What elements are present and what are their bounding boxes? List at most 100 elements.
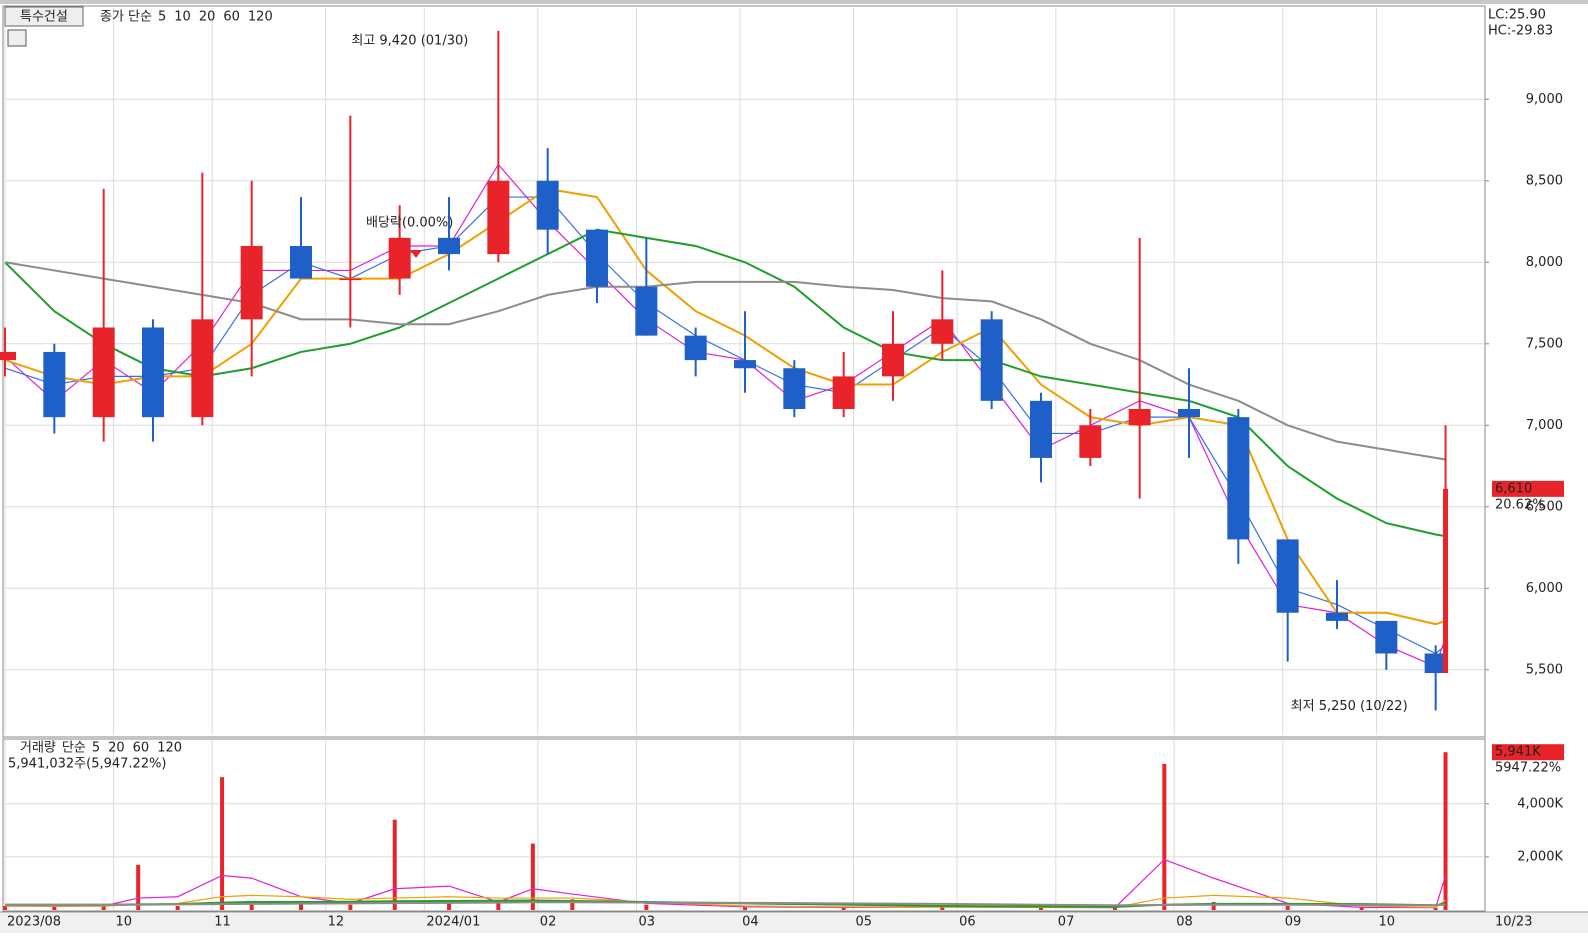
x-tick-label: 12 bbox=[328, 915, 345, 930]
legend-entry: 60 bbox=[223, 10, 240, 25]
candle-body bbox=[1128, 408, 1151, 426]
volume-info: 5,941,032주(5,947.22%) bbox=[8, 757, 167, 772]
y-tick-label: 4,000K bbox=[1517, 796, 1563, 811]
volume-bar bbox=[1359, 907, 1364, 910]
dividend-marker bbox=[410, 250, 422, 258]
y-tick-label: 8,000 bbox=[1526, 255, 1563, 270]
y-tick-label: 7,500 bbox=[1526, 336, 1563, 351]
title-box bbox=[4, 6, 84, 27]
x-tick-label: 11 bbox=[214, 915, 231, 930]
candle-body bbox=[339, 278, 362, 281]
candle-body bbox=[0, 351, 16, 361]
candle-body bbox=[635, 286, 658, 336]
candle-body bbox=[1276, 539, 1299, 613]
hc-label: HC:-29.83 bbox=[1488, 24, 1553, 39]
legend-entry: 5 bbox=[158, 10, 166, 25]
legend-entry: 60 bbox=[133, 741, 150, 756]
dividend-label: 배당락(0.00%) bbox=[366, 216, 453, 231]
volume-bar bbox=[644, 904, 649, 910]
volume-bar bbox=[570, 899, 575, 910]
volume-bar bbox=[1211, 902, 1216, 910]
chart-title: 거래량 bbox=[20, 741, 56, 756]
x-tick-label: 04 bbox=[742, 915, 759, 930]
volume-bar bbox=[136, 864, 141, 910]
x-tick-label: 08 bbox=[1176, 915, 1193, 930]
candle-body bbox=[1443, 488, 1449, 674]
x-tick-label: 2023/08 bbox=[7, 915, 61, 930]
volume-bar bbox=[841, 907, 846, 910]
volume-bar bbox=[1433, 907, 1438, 910]
legend-title: 종가 단순 bbox=[100, 10, 152, 25]
volume-bar bbox=[1113, 907, 1117, 910]
legend-title: 단순 bbox=[62, 741, 86, 756]
legend-entry: 5 bbox=[92, 741, 100, 756]
volume-bar bbox=[496, 902, 501, 910]
lc-label: LC:25.90 bbox=[1488, 8, 1546, 23]
volume-bar bbox=[1039, 907, 1043, 910]
candle-body bbox=[142, 327, 164, 418]
ma-line bbox=[4, 858, 1447, 909]
legend-entry: 20 bbox=[108, 741, 125, 756]
volume-bar bbox=[175, 906, 180, 910]
y-tick-label: 6,500 bbox=[1526, 499, 1563, 514]
y-tick-label: 2,000K bbox=[1517, 849, 1563, 864]
candle-body bbox=[92, 327, 115, 418]
candle-body bbox=[536, 180, 559, 230]
candle-body bbox=[191, 319, 214, 418]
price-tag bbox=[1492, 480, 1564, 497]
x-tick-label: 10 bbox=[1378, 915, 1395, 930]
y-tick-label: 6,000 bbox=[1526, 581, 1563, 596]
legend-entry: 120 bbox=[248, 10, 273, 25]
y-tick-label: 8,500 bbox=[1526, 173, 1563, 188]
price-panel bbox=[2, 5, 1486, 738]
x-tick-label: 10 bbox=[116, 915, 133, 930]
y-tick-label: 9,000 bbox=[1526, 92, 1563, 107]
x-tick-label: 05 bbox=[856, 915, 873, 930]
volume-bar bbox=[299, 903, 303, 910]
volume-bar bbox=[348, 904, 353, 910]
candle-body bbox=[931, 319, 954, 344]
grid-icon[interactable] bbox=[7, 29, 27, 47]
candle-body bbox=[586, 229, 608, 287]
volume-bar bbox=[392, 819, 397, 910]
candle-body bbox=[1424, 653, 1447, 674]
volume-bar bbox=[249, 902, 254, 910]
x-tick-label: 07 bbox=[1058, 915, 1075, 930]
candle-body bbox=[783, 368, 806, 409]
low-label: 최저 5,250 (10/22) bbox=[1291, 699, 1408, 714]
candle-body bbox=[684, 335, 707, 361]
candle-body bbox=[43, 351, 66, 418]
volume-bar bbox=[220, 777, 225, 910]
volume-bar bbox=[3, 906, 7, 910]
change-label: 20.62% bbox=[1495, 497, 1545, 512]
candle-body bbox=[980, 319, 1003, 401]
volume-bar bbox=[1443, 752, 1448, 910]
x-tick-label: 09 bbox=[1285, 915, 1302, 930]
candle-body bbox=[290, 245, 312, 279]
candle-body bbox=[1178, 408, 1200, 418]
legend-entry: 120 bbox=[157, 741, 182, 756]
volume-bar bbox=[52, 906, 57, 910]
candle-body bbox=[1030, 400, 1052, 458]
current-date: 10/23 bbox=[1495, 915, 1532, 930]
candle-body bbox=[734, 360, 756, 369]
x-axis-bar bbox=[0, 913, 1588, 933]
x-tick-label: 02 bbox=[540, 915, 557, 930]
x-tick-label: 06 bbox=[959, 915, 976, 930]
candle-body bbox=[1227, 417, 1250, 540]
y-tick-label: 5,500 bbox=[1526, 662, 1563, 677]
x-tick-label: 03 bbox=[638, 915, 655, 930]
candle-body bbox=[240, 245, 263, 320]
volume-tag bbox=[1492, 744, 1564, 761]
candle-body bbox=[882, 343, 904, 377]
volume-bar bbox=[530, 843, 535, 910]
candle-body bbox=[1079, 425, 1102, 458]
volume-panel bbox=[2, 738, 1486, 912]
volume-bar bbox=[1285, 906, 1290, 910]
x-tick-label: 2024/01 bbox=[426, 915, 480, 930]
volume-change-label: 5947.22% bbox=[1495, 761, 1561, 776]
top-bar bbox=[0, 0, 1588, 4]
y-tick-label: 7,000 bbox=[1526, 418, 1563, 433]
candle-body bbox=[1375, 620, 1398, 654]
